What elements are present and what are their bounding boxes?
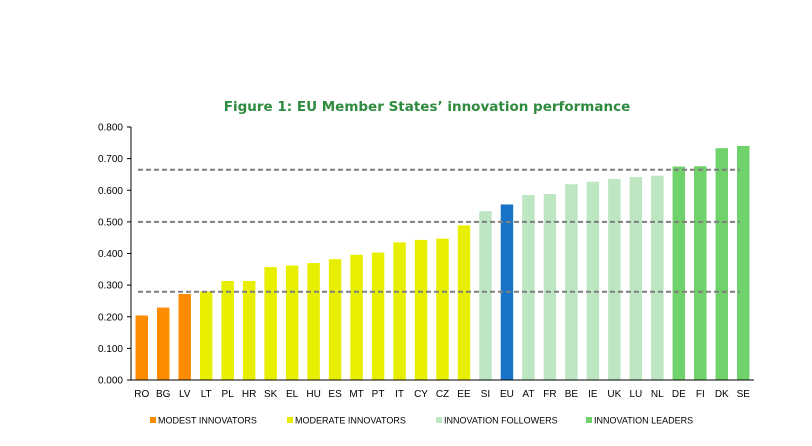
bar-at	[522, 194, 535, 380]
bar-be	[565, 184, 578, 380]
y-tick-label: 0.200	[98, 312, 123, 323]
bar-lv	[178, 293, 191, 380]
x-tick-label: LV	[179, 389, 191, 400]
x-tick-label: AT	[522, 389, 534, 400]
bar-el	[285, 265, 299, 380]
bar-ee	[457, 225, 471, 380]
x-tick-label: FI	[696, 389, 705, 400]
y-tick-label: 0.800	[98, 123, 123, 134]
legend-swatch	[586, 417, 592, 423]
bar-hu	[307, 262, 320, 380]
x-tick-label: DE	[672, 389, 686, 400]
y-tick-label: 0.500	[98, 217, 123, 228]
y-axis: 0.000 0.100 0.200 0.300 0.400 0.500 0.600 0.700…	[98, 123, 132, 387]
y-tick-label: 0.300	[98, 281, 123, 292]
chart-title: Figure 1: EU Member States’ innovation p…	[224, 99, 631, 115]
x-tick-label: PL	[222, 389, 235, 400]
x-tick-label: HR	[242, 389, 256, 400]
bar-ie	[586, 181, 600, 380]
x-tick-label: SK	[264, 389, 278, 400]
x-tick-label: SE	[737, 389, 751, 400]
bar-dk	[715, 148, 729, 380]
bar-lt	[199, 291, 213, 380]
bar-mt	[350, 254, 363, 380]
x-tick-label: BG	[156, 389, 171, 400]
bar-lu	[629, 176, 643, 380]
y-tick-label: 0.100	[98, 344, 123, 355]
legend-swatch	[287, 417, 293, 423]
legend-label: MODEST INNOVATORS	[158, 416, 257, 426]
bar-cy	[414, 239, 428, 380]
x-tick-label: IE	[588, 389, 598, 400]
x-tick-label: PT	[372, 389, 385, 400]
x-tick-label: IT	[395, 389, 404, 400]
x-tick-label: LU	[629, 389, 642, 400]
y-tick-label: 0.700	[98, 154, 123, 165]
reference-lines	[138, 168, 740, 293]
x-tick-label: EL	[286, 389, 299, 400]
bar-fi	[694, 166, 707, 380]
x-tick-label: NL	[651, 389, 664, 400]
bar-si	[479, 211, 492, 380]
y-tick-label: 0.400	[98, 249, 123, 260]
bar-uk	[608, 178, 621, 380]
bar-nl	[651, 175, 664, 380]
x-tick-label: EE	[457, 389, 471, 400]
y-tick-label: 0.600	[98, 186, 123, 197]
legend-label: MODERATE INNOVATORS	[295, 416, 406, 426]
x-tick-label: ES	[328, 389, 342, 400]
bar-bg	[156, 307, 170, 380]
x-tick-label: EU	[500, 389, 514, 400]
bar-se	[737, 145, 750, 380]
x-tick-label: BE	[565, 389, 579, 400]
bar-de	[672, 166, 686, 380]
legend-swatch	[436, 417, 442, 423]
x-tick-label: SI	[481, 389, 490, 400]
x-tick-label: LT	[201, 389, 212, 400]
bar-pl	[221, 281, 234, 380]
bar-it	[393, 242, 406, 380]
x-tick-label: HU	[306, 389, 320, 400]
bar-fr	[543, 194, 557, 380]
bar-cz	[436, 238, 449, 380]
bar-es	[328, 259, 342, 380]
bar-ro	[135, 315, 148, 380]
x-tick-label: FR	[543, 389, 556, 400]
bar-hr	[242, 281, 256, 380]
x-tick-label: RO	[134, 389, 149, 400]
y-tick-label: 0.000	[98, 376, 123, 387]
legend: MODEST INNOVATORS MODERATE INNOVATORS INNO…	[150, 416, 693, 426]
x-tick-label: CZ	[436, 389, 449, 400]
x-tick-label: MT	[349, 389, 363, 400]
legend-swatch	[150, 417, 156, 423]
x-tick-label: DK	[715, 389, 729, 400]
bars	[135, 145, 750, 380]
legend-label: INNOVATION LEADERS	[594, 416, 693, 426]
bar-pt	[371, 252, 385, 380]
bar-sk	[264, 267, 277, 380]
x-tick-label: CY	[414, 389, 428, 400]
x-tick-label: UK	[607, 389, 621, 400]
legend-label: INNOVATION FOLLOWERS	[444, 416, 558, 426]
x-axis: RO BG LV LT PL HR SK EL HU ES MT PT IT CY CZ EE SI EU AT FR…	[131, 379, 754, 400]
